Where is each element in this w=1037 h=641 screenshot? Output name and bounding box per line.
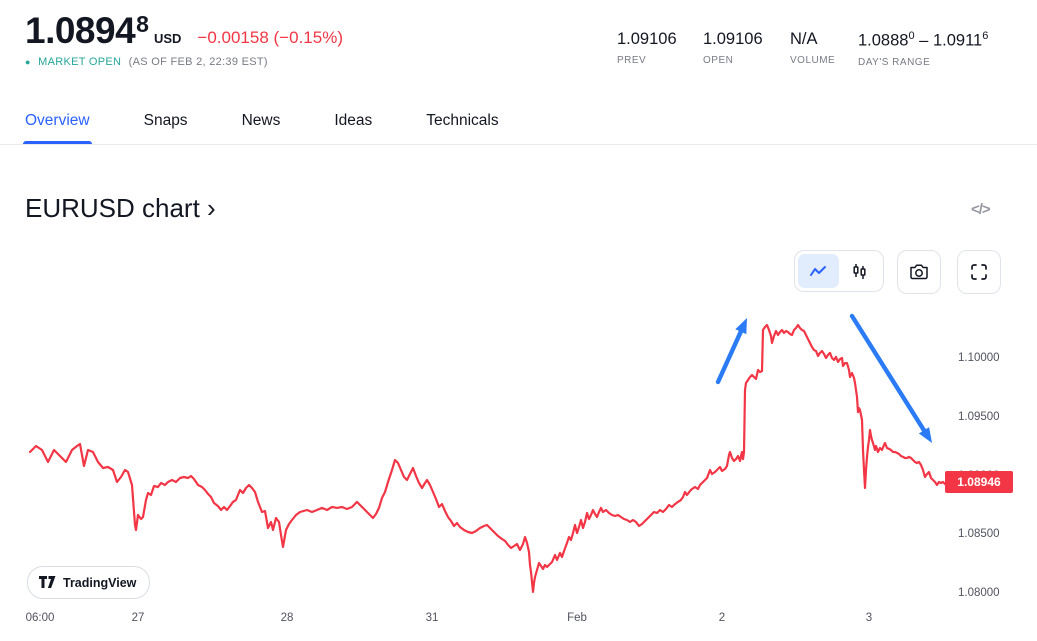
tab-news[interactable]: News [241, 112, 281, 129]
tab-overview[interactable]: Overview [23, 112, 92, 144]
x-axis-label: 28 [280, 612, 294, 624]
x-axis-label: 2 [718, 612, 726, 624]
last-price-fraction: 8 [136, 11, 149, 37]
embed-code-icon[interactable]: </> [971, 201, 991, 218]
stat-days-range: 1.08880 – 1.09116 DAY'S RANGE [858, 30, 988, 68]
x-axis-label: Feb [567, 612, 587, 624]
market-status: ● MARKET OPEN (AS OF FEB 2, 22:39 EST) [25, 56, 343, 68]
market-status-asof: (AS OF FEB 2, 22:39 EST) [128, 56, 268, 68]
x-axis-label: 31 [425, 612, 439, 624]
tab-snaps[interactable]: Snaps [143, 112, 188, 129]
stat-open: 1.09106 OPEN [703, 30, 763, 66]
tabs-divider [0, 144, 1037, 145]
prev-value: 1.09106 [617, 30, 677, 48]
candlestick-icon [853, 263, 866, 279]
market-status-dot-icon: ● [25, 57, 31, 67]
last-price-badge: 1.08946 [945, 470, 1013, 493]
stat-volume: N/A VOLUME [790, 30, 835, 66]
price-line-series [28, 323, 952, 593]
days-range-label: DAY'S RANGE [858, 56, 931, 68]
last-price: 1.0894 [25, 10, 136, 51]
tab-technicals[interactable]: Technicals [426, 112, 499, 129]
tradingview-logo-icon [39, 576, 56, 588]
fullscreen-button[interactable] [957, 250, 1001, 294]
market-status-text: MARKET OPEN [38, 56, 122, 68]
x-axis-label: 27 [131, 612, 145, 624]
x-axis-label: 06:00 [25, 612, 55, 624]
currency-label: USD [153, 31, 182, 46]
tab-ideas[interactable]: Ideas [334, 112, 373, 129]
fullscreen-icon [971, 264, 987, 280]
x-axis-label: 3 [865, 612, 873, 624]
price-chart[interactable] [0, 300, 1037, 630]
open-value: 1.09106 [703, 30, 763, 48]
y-axis-label: 1.10000 [958, 352, 1000, 364]
y-axis-label: 1.09500 [958, 410, 1000, 423]
price-line: 1.0894 8 USD −0.00158 (−0.15%) [25, 10, 343, 52]
prev-label: PREV [617, 55, 647, 66]
line-chart-icon [810, 265, 826, 276]
y-axis-label: 1.08000 [958, 587, 1000, 599]
chart-section-title[interactable]: EURUSD chart › [25, 193, 216, 223]
volume-label: VOLUME [790, 55, 836, 66]
open-label: OPEN [703, 55, 734, 66]
tab-bar: Overview Snaps News Ideas Technicals [23, 112, 499, 144]
stat-prev: 1.09106 PREV [617, 30, 677, 66]
trend-arrow-head [735, 318, 747, 335]
price-change: −0.00158 (−0.15%) [197, 28, 343, 47]
line-chart-button[interactable] [798, 254, 839, 288]
camera-icon [910, 264, 928, 280]
y-axis-label: 1.08500 [958, 528, 1000, 541]
trend-arrow-head [918, 427, 932, 443]
tradingview-attribution[interactable]: TradingView [27, 566, 151, 599]
tradingview-label: TradingView [63, 575, 137, 590]
trend-arrow-down [849, 313, 930, 438]
trend-arrow-up [715, 324, 746, 385]
days-range-value: 1.08880 – 1.09116 [858, 30, 989, 50]
trend-arrows [715, 313, 932, 443]
chart-type-switcher [794, 250, 884, 292]
candlestick-chart-button[interactable] [839, 254, 880, 288]
snapshot-camera-button[interactable] [897, 250, 941, 294]
volume-value: N/A [790, 30, 818, 48]
quote-header: 1.0894 8 USD −0.00158 (−0.15%) ● MARKET … [25, 10, 343, 68]
